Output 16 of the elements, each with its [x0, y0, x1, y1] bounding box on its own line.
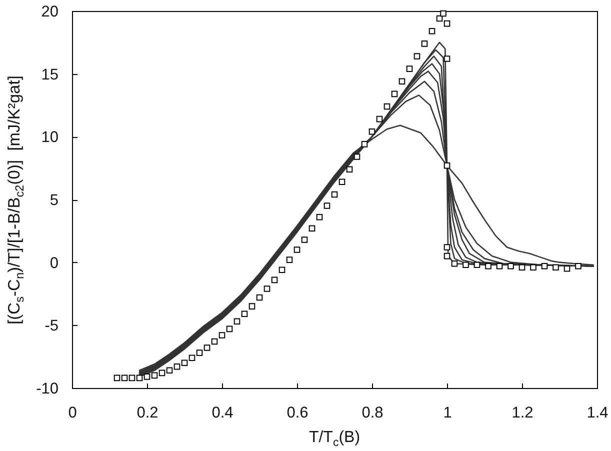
y-tick-label: 10 — [41, 129, 59, 146]
y-tick-label: 0 — [50, 254, 59, 272]
x-tick-label: 0.2 — [136, 404, 158, 422]
x-tick-label: 0.6 — [286, 404, 308, 422]
y-tick-label: 5 — [50, 192, 58, 209]
x-tick-label: 0 — [68, 404, 78, 422]
x-tick-label: 0.8 — [362, 404, 384, 422]
x-tick-label: 1.2 — [512, 404, 534, 422]
x-tick-label: 0.4 — [212, 404, 234, 422]
y-tick-label: 15 — [41, 66, 58, 84]
x-tick-label: 1.4 — [586, 404, 609, 422]
y-tick-label: 20 — [41, 4, 59, 20]
y-tick-label: -10 — [36, 380, 59, 398]
y-tick-label: -5 — [44, 318, 58, 335]
x-axis-title: T/T$_{c}$(B) — [308, 429, 360, 450]
x-tick-label: 1 — [443, 404, 452, 422]
